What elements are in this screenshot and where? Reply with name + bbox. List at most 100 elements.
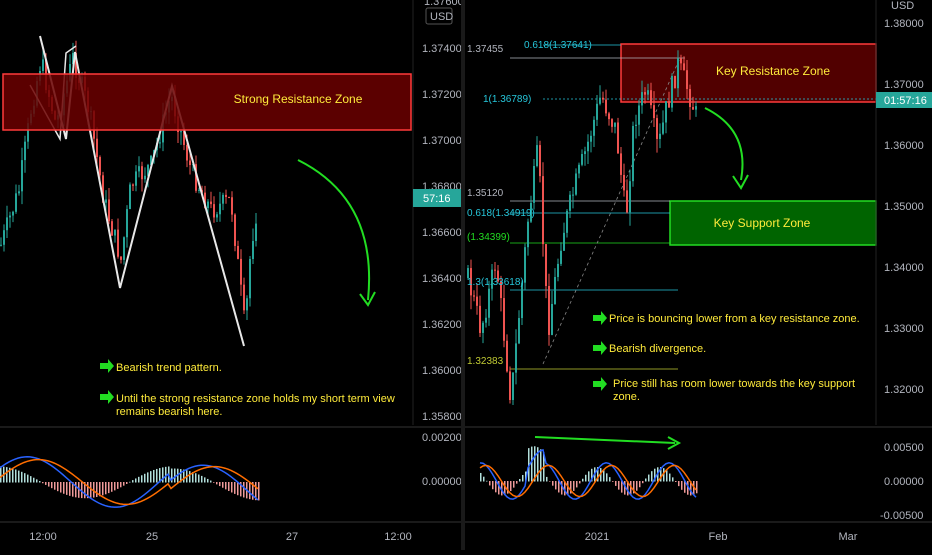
left-chart-panel: Strong Resistance Zone Bearish trend pat… — [0, 0, 464, 550]
candle-body — [542, 176, 544, 245]
candle-body — [599, 97, 601, 104]
right-price-tick: 1.34000 — [884, 262, 924, 274]
candle-body — [686, 70, 688, 90]
histogram-bar — [66, 482, 68, 495]
candle-body — [662, 122, 664, 134]
histogram-bar — [600, 468, 602, 482]
histogram-bar — [612, 481, 614, 482]
candle-body — [671, 75, 673, 108]
histogram-bar — [72, 482, 74, 497]
histogram-bar — [198, 474, 200, 483]
right-bearish-arrow-head — [732, 174, 749, 190]
note-arrow-icon — [593, 311, 607, 325]
right-divergence-arrow-head — [667, 436, 682, 450]
candle-body — [204, 192, 206, 209]
left-currency-label: USD — [430, 11, 453, 23]
histogram-bar — [660, 467, 662, 482]
histogram-bar — [618, 481, 620, 490]
right-chart-panel: 1.37455 0.618(1.37641) 1(1.36789) 1.3512… — [465, 0, 932, 550]
candle-body — [650, 90, 652, 106]
candle-body — [234, 214, 236, 246]
histogram-bar — [126, 482, 128, 484]
right-divergence-line — [534, 436, 676, 444]
candle-body — [566, 210, 568, 233]
candle-body — [18, 191, 20, 194]
candle-body — [638, 105, 640, 125]
histogram-bar — [597, 467, 599, 482]
histogram-bar — [147, 472, 149, 483]
candle-body — [195, 164, 197, 191]
candle-body — [252, 241, 254, 259]
histogram-bar — [18, 470, 20, 483]
candle-body — [129, 184, 131, 210]
candle-body — [590, 135, 592, 142]
histogram-bar — [30, 476, 32, 483]
histogram-bar — [57, 482, 59, 492]
histogram-bar — [222, 482, 224, 488]
histogram-bar — [639, 481, 641, 488]
candle-body — [99, 157, 101, 176]
histogram-bar — [33, 477, 35, 483]
candle-body — [506, 340, 508, 372]
candle-body — [494, 269, 496, 271]
histogram-bar — [621, 481, 623, 493]
histogram-bar — [516, 481, 518, 484]
candle-body — [644, 92, 646, 95]
candle-body — [587, 141, 589, 152]
histogram-bar — [234, 482, 236, 494]
histogram-bar — [27, 474, 29, 483]
candle-body — [674, 75, 676, 89]
histogram-bar — [258, 482, 260, 501]
panel-divider[interactable] — [461, 0, 465, 550]
candle-body — [530, 202, 532, 222]
histogram-bar — [78, 482, 80, 498]
histogram-bar — [171, 468, 173, 483]
histogram-bar — [504, 481, 506, 496]
candle-body — [249, 258, 251, 299]
candle-body — [12, 211, 14, 216]
histogram-bar — [555, 481, 557, 490]
histogram-bar — [573, 481, 575, 491]
histogram-bar — [63, 482, 65, 494]
candle-body — [198, 189, 200, 191]
candle-body — [632, 125, 634, 182]
candle-body — [677, 58, 679, 89]
candle-body — [518, 318, 520, 344]
candle-body — [126, 209, 128, 238]
candle-body — [488, 288, 490, 318]
histogram-bar — [45, 482, 47, 485]
fib-label-7: 1.32383 — [467, 356, 504, 367]
histogram-bar — [483, 476, 485, 482]
candle-body — [473, 295, 475, 297]
histogram-bar — [105, 482, 107, 495]
candle-body — [536, 145, 538, 167]
candle-body — [476, 296, 478, 306]
candle-body — [24, 141, 26, 161]
candle-body — [623, 174, 625, 191]
histogram-bar — [183, 469, 185, 483]
candle-body — [237, 245, 239, 259]
candle-body — [557, 263, 559, 277]
candle-body — [132, 184, 134, 186]
candle-body — [3, 230, 5, 245]
histogram-bar — [675, 481, 677, 483]
histogram-bar — [630, 481, 632, 496]
left-price-tick: 1.36600 — [422, 227, 461, 239]
left-currency-box[interactable] — [425, 7, 453, 25]
histogram-bar — [216, 482, 218, 485]
candle-body — [560, 250, 562, 264]
candle-body — [255, 223, 257, 242]
candle-body — [150, 155, 152, 165]
histogram-bar — [219, 482, 221, 487]
candle-body — [114, 229, 116, 236]
candle-body — [692, 107, 694, 110]
candle-body — [159, 142, 161, 144]
histogram-bar — [39, 481, 41, 483]
histogram-bar — [648, 474, 650, 482]
candle-body — [186, 144, 188, 161]
left-price-tick: 1.36400 — [422, 273, 461, 285]
histogram-bar — [687, 481, 689, 495]
fib-label-1: 0.618(1.37641) — [524, 40, 592, 51]
histogram-bar — [102, 482, 104, 496]
candle-body — [105, 199, 107, 203]
